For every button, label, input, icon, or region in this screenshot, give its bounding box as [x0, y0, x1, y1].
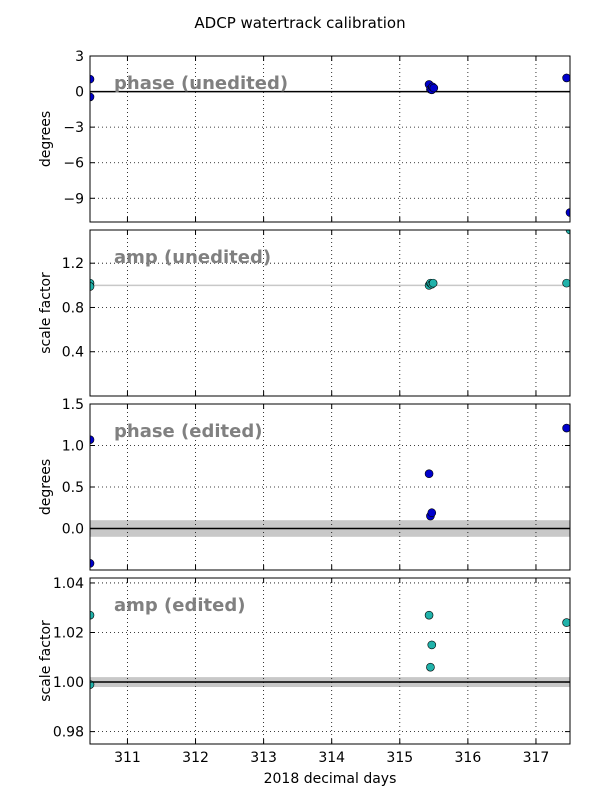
figure-title: ADCP watertrack calibration — [194, 14, 405, 32]
y-tick-label: −6 — [63, 156, 84, 172]
panel-3: 1.5 1.0 0.5 0.0 phase (edited) degrees — [38, 397, 571, 571]
panel-label: phase (unedited) — [114, 73, 288, 94]
panel-label: amp (unedited) — [114, 247, 271, 268]
data-point — [90, 610, 95, 620]
data-point — [426, 662, 435, 672]
x-tick-label: 312 — [182, 750, 209, 766]
plot-marks — [90, 230, 570, 396]
data-point — [562, 423, 570, 433]
plot-area — [90, 56, 570, 222]
y-tick-label: 1.0 — [62, 439, 84, 455]
data-point — [90, 74, 95, 84]
data-point — [429, 83, 439, 93]
y-tick-label: 0.0 — [62, 522, 84, 538]
data-point — [424, 469, 434, 479]
x-tick-label: 314 — [318, 750, 345, 766]
data-point — [428, 278, 438, 288]
y-tick-label: 1.02 — [53, 626, 84, 642]
data-point — [565, 208, 570, 217]
data-point — [90, 282, 95, 291]
y-tick-label: 0.8 — [62, 300, 84, 316]
data-point — [427, 508, 437, 518]
plot-frame — [89, 577, 571, 745]
y-tick-label: 0.98 — [53, 725, 84, 741]
data-point — [565, 230, 570, 235]
y-tick-label: 1.5 — [62, 397, 84, 413]
data-point — [424, 610, 434, 620]
y-tick-label: −9 — [63, 191, 84, 207]
plot-marks — [90, 578, 570, 744]
y-tick-label: 3 — [75, 49, 84, 65]
plot-marks — [90, 404, 570, 570]
y-tick-label: 1.00 — [53, 675, 84, 691]
panels: 3 0 −3 −6 −9 phase (unedited) degrees 1.2 0.8 0.4… — [38, 49, 571, 766]
y-axis-label: scale factor — [38, 272, 54, 354]
data-point — [562, 618, 570, 627]
plot-frame — [89, 55, 571, 223]
x-tick-label: 311 — [114, 750, 141, 766]
panel-4: 1.04 1.02 1.00 0.98 amp (edited) scale factor — [38, 576, 571, 745]
y-tick-label: 0.4 — [62, 345, 84, 361]
plot-area — [90, 578, 570, 744]
data-point — [562, 278, 570, 288]
x-tick-label: 313 — [250, 750, 277, 766]
panel-2: 1.2 0.8 0.4 amp (unedited) scale factor — [38, 229, 571, 397]
panel-1: 3 0 −3 −6 −9 phase (unedited) degrees — [38, 49, 571, 223]
x-tick-label: 315 — [386, 750, 413, 766]
plot-frame — [89, 229, 571, 397]
panel-label: phase (edited) — [114, 421, 262, 442]
y-axis-label: scale factor — [38, 620, 54, 702]
data-point — [427, 640, 437, 650]
plot-area — [90, 230, 570, 396]
x-tick-labels: 311 312 313 314 315 316 317 — [114, 750, 549, 766]
data-point — [90, 92, 95, 102]
y-axis-label: degrees — [38, 459, 54, 515]
y-axis-label: degrees — [38, 111, 54, 167]
x-axis-label: 2018 decimal days — [264, 771, 397, 787]
y-tick-label: 0 — [75, 85, 84, 101]
plot-marks — [90, 56, 570, 222]
x-tick-label: 317 — [523, 750, 550, 766]
y-tick-label: 0.5 — [62, 480, 84, 496]
panel-label: amp (edited) — [114, 595, 245, 616]
y-tick-label: 1.04 — [53, 576, 84, 592]
data-point — [562, 73, 570, 83]
y-tick-label: 1.2 — [62, 256, 84, 272]
data-point — [90, 435, 95, 444]
data-point — [90, 559, 95, 568]
y-tick-label: −3 — [63, 120, 84, 136]
x-tick-label: 316 — [455, 750, 482, 766]
